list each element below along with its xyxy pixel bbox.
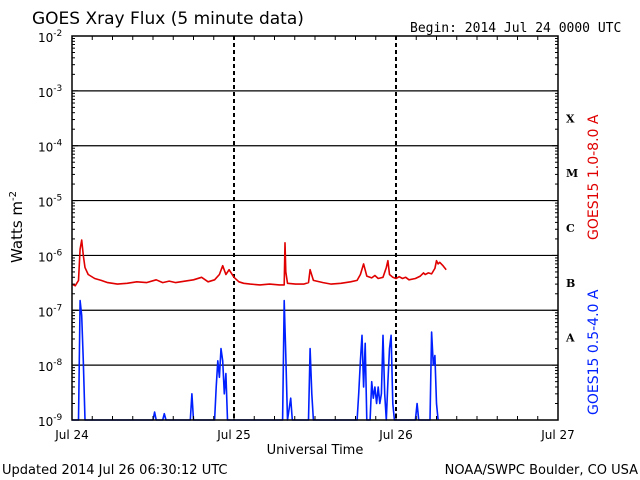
- y-tick-exp: -6: [53, 248, 62, 258]
- plot-frame: [71, 35, 559, 421]
- y-tick-exp: -2: [53, 29, 62, 39]
- y-axis-label-exp: -2: [8, 191, 19, 201]
- y-tick-exp: -9: [53, 413, 62, 423]
- grid: [72, 36, 558, 420]
- series-line: [72, 299, 439, 421]
- y-axis-label: Watts m-2: [8, 191, 26, 263]
- y-tick-label: 10-2: [38, 29, 62, 45]
- y-tick-label: 10-8: [38, 358, 63, 374]
- x-axis-label: Universal Time: [267, 443, 364, 458]
- x-tick-label: Jul 24: [54, 428, 89, 442]
- y-tick-label: 10-9: [38, 413, 63, 429]
- flare-class-label: C: [566, 222, 575, 235]
- flare-class-label: M: [566, 167, 578, 180]
- y-tick-exp: -3: [53, 84, 62, 94]
- begin-label: Begin: 2014 Jul 24 0000 UTC: [410, 21, 621, 36]
- updated-timestamp: Updated 2014 Jul 26 06:30:12 UTC: [2, 463, 227, 478]
- series-layer: [71, 239, 447, 421]
- y-ticks: 10-910-810-710-610-510-410-310-2: [38, 29, 558, 429]
- x-ticks: Jul 24 Jul 25 Jul 26 Jul 27: [54, 36, 575, 442]
- flare-class-label: B: [566, 277, 575, 290]
- y-tick-base: 10: [38, 305, 53, 319]
- flare-class-label: X: [566, 112, 575, 125]
- flare-class-label: A: [565, 332, 575, 345]
- y-tick-base: 10: [38, 86, 53, 100]
- y-tick-exp: -8: [53, 358, 62, 368]
- y-tick-label: 10-5: [38, 194, 62, 210]
- x-tick-label: Jul 25: [216, 428, 251, 442]
- y-tick-exp: -7: [53, 303, 62, 313]
- y-tick-label: 10-6: [38, 248, 63, 264]
- y-tick-base: 10: [38, 250, 53, 264]
- y-tick-base: 10: [38, 196, 53, 210]
- y-tick-base: 10: [38, 360, 53, 374]
- y-tick-base: 10: [38, 415, 53, 429]
- y-axis-label-text: Watts m: [8, 201, 26, 263]
- x-tick-label: Jul 26: [378, 428, 413, 442]
- credit-label: NOAA/SWPC Boulder, CO USA: [445, 463, 638, 478]
- y-tick-label: 10-4: [38, 139, 63, 155]
- y-tick-base: 10: [38, 141, 53, 155]
- series-label-short: GOES15 0.5-4.0 A: [586, 289, 602, 415]
- y-tick-label: 10-7: [38, 303, 62, 319]
- flare-classes: X M C B A: [565, 112, 578, 344]
- x-tick-label: Jul 27: [540, 428, 575, 442]
- series-line: [71, 239, 447, 287]
- y-tick-label: 10-3: [38, 84, 62, 100]
- y-tick-exp: -5: [53, 194, 62, 204]
- y-tick-exp: -4: [53, 139, 62, 149]
- chart-title: GOES Xray Flux (5 minute data): [32, 9, 304, 29]
- series-label-long: GOES15 1.0-8.0 A: [586, 114, 602, 240]
- y-tick-base: 10: [38, 31, 53, 45]
